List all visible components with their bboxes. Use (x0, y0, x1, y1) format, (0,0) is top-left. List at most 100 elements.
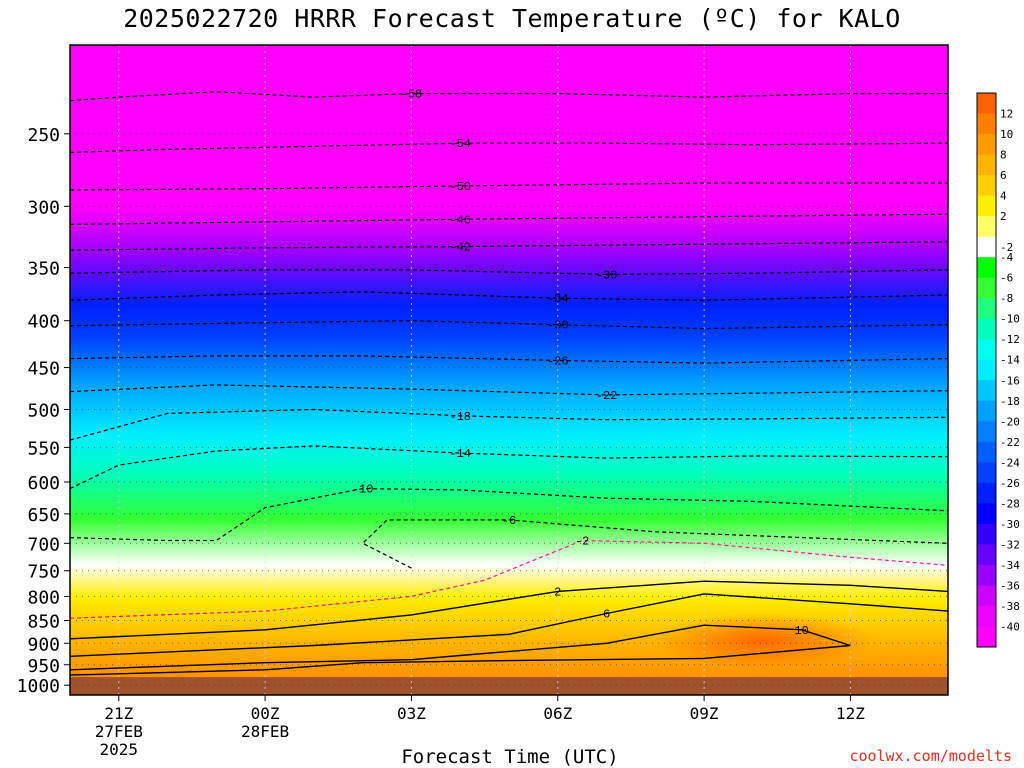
x-tick-label-06Z: 06Z (543, 704, 572, 723)
isotherm-label--14: -14 (449, 447, 471, 461)
colorbar-label-20: -30 (1000, 518, 1020, 531)
isotherm--6 (361, 519, 949, 569)
isotherm-label--54: -54 (449, 137, 471, 151)
colorbar-swatch-1 (977, 113, 996, 135)
colorbar-swatch-12 (977, 339, 996, 361)
colorbar-label-6: -2 (1000, 241, 1013, 254)
ground-fill (70, 677, 948, 695)
x-tick-sublabel-21Z-1: 2025 (100, 740, 139, 759)
colorbar-label-10: -10 (1000, 313, 1020, 326)
colorbar-label-3: 6 (1000, 169, 1007, 182)
isotherm-6 (69, 593, 949, 657)
colorbar-label-19: -28 (1000, 497, 1020, 510)
colorbar-swatch-5 (977, 195, 996, 217)
colorbar-swatch-7 (977, 236, 996, 258)
colorbar-label-13: -16 (1000, 374, 1020, 387)
colorbar-label-18: -26 (1000, 477, 1020, 490)
isotherm-label--50: -50 (449, 180, 471, 194)
colorbar-swatch-21 (977, 523, 996, 545)
colorbar-label-21: -32 (1000, 538, 1020, 551)
y-tick-label-400: 400 (27, 312, 60, 333)
isotherm--10 (69, 487, 949, 542)
colorbar-label-8: -6 (1000, 272, 1013, 285)
isotherm-label--26: -26 (547, 354, 569, 368)
x-axis-title: Forecast Time (UTC) (401, 746, 619, 768)
colorbar-swatch-10 (977, 298, 996, 320)
y-tick-label-450: 450 (27, 359, 60, 380)
isotherm--14 (69, 445, 949, 490)
colorbar-swatch-19 (977, 482, 996, 504)
isotherm--42 (69, 241, 949, 251)
isotherm-label-2: 2 (554, 585, 561, 599)
y-tick-label-700: 700 (27, 534, 60, 555)
plot-area: -58-54-50-46-42-38-34-30-26-22-18-14-10-… (69, 44, 949, 696)
x-tick-label-12Z: 12Z (836, 704, 865, 723)
y-tick-label-750: 750 (27, 562, 60, 583)
colorbar-swatch-16 (977, 421, 996, 443)
isotherm-10 (69, 624, 851, 676)
warm-core-fill (652, 613, 873, 670)
y-tick-label-500: 500 (27, 400, 60, 421)
isotherm--2 (69, 539, 949, 619)
isotherm--22 (69, 384, 949, 396)
colorbar-label-22: -34 (1000, 559, 1020, 572)
colorbar-swatch-9 (977, 277, 996, 299)
colorbar-label-1: 10 (1000, 128, 1013, 141)
colorbar-swatch-26 (977, 626, 996, 648)
isotherm--34 (69, 291, 949, 301)
isotherm-label--58: -58 (401, 88, 423, 102)
isotherm-label--42: -42 (449, 241, 471, 255)
colorbar-swatch-4 (977, 175, 996, 197)
colorbar-label-15: -20 (1000, 415, 1020, 428)
colorbar-swatch-13 (977, 359, 996, 381)
y-tick-label-250: 250 (27, 125, 60, 146)
colorbar-label-23: -36 (1000, 579, 1020, 592)
x-tick-label-03Z: 03Z (397, 704, 426, 723)
x-tick-label-09Z: 09Z (690, 704, 719, 723)
colorbar-swatch-22 (977, 544, 996, 566)
isotherm-label-10: 10 (794, 624, 808, 638)
colorbar-swatch-20 (977, 503, 996, 525)
temperature-fill (70, 45, 948, 695)
colorbar-swatch-23 (977, 564, 996, 586)
colorbar-label-25: -40 (1000, 620, 1020, 633)
isotherm-label--22: -22 (596, 389, 618, 403)
isotherm--18 (69, 408, 949, 441)
y-tick-label-600: 600 (27, 473, 60, 494)
x-tick-label-00Z: 00Z (251, 704, 280, 723)
x-tick-sublabel-21Z-0: 27FEB (95, 722, 143, 741)
colorbar-label-7: -4 (1000, 251, 1014, 264)
y-tick-label-950: 950 (27, 656, 60, 677)
colorbar-swatch-8 (977, 257, 996, 279)
colorbar-label-5: 2 (1000, 210, 1007, 223)
colorbar-swatch-25 (977, 605, 996, 627)
x-tick-label-21Z: 21Z (104, 704, 133, 723)
isotherm-label--46: -46 (449, 213, 471, 227)
isotherm--26 (69, 355, 949, 364)
isotherm-label--6: -6 (502, 514, 516, 528)
y-tick-label-1000: 1000 (17, 676, 60, 697)
colorbar-swatch-3 (977, 154, 996, 176)
y-tick-label-850: 850 (27, 612, 60, 633)
colorbar-label-0: 12 (1000, 108, 1013, 121)
source-credit[interactable]: coolwx.com/modelts (849, 747, 1012, 765)
isotherm-label-6: 6 (603, 607, 610, 621)
colorbar-swatch-18 (977, 462, 996, 484)
isotherm-label--10: -10 (352, 483, 374, 497)
colorbar-label-24: -38 (1000, 600, 1020, 613)
x-tick-sublabel-00Z-0: 28FEB (241, 722, 289, 741)
isotherm-label--34: -34 (547, 292, 569, 306)
y-tick-label-800: 800 (27, 587, 60, 608)
isotherm-label--2: -2 (575, 534, 589, 548)
colorbar-swatch-0 (977, 93, 996, 115)
colorbar-swatch-15 (977, 400, 996, 422)
y-tick-label-350: 350 (27, 259, 60, 280)
colorbar-swatch-14 (977, 380, 996, 402)
colorbar-swatch-2 (977, 134, 996, 156)
colorbar-swatch-24 (977, 585, 996, 607)
chart-title: 2025022720 HRRR Forecast Temperature (ºC… (123, 4, 901, 33)
colorbar-frame (976, 92, 997, 648)
y-tick-label-900: 900 (27, 634, 60, 655)
